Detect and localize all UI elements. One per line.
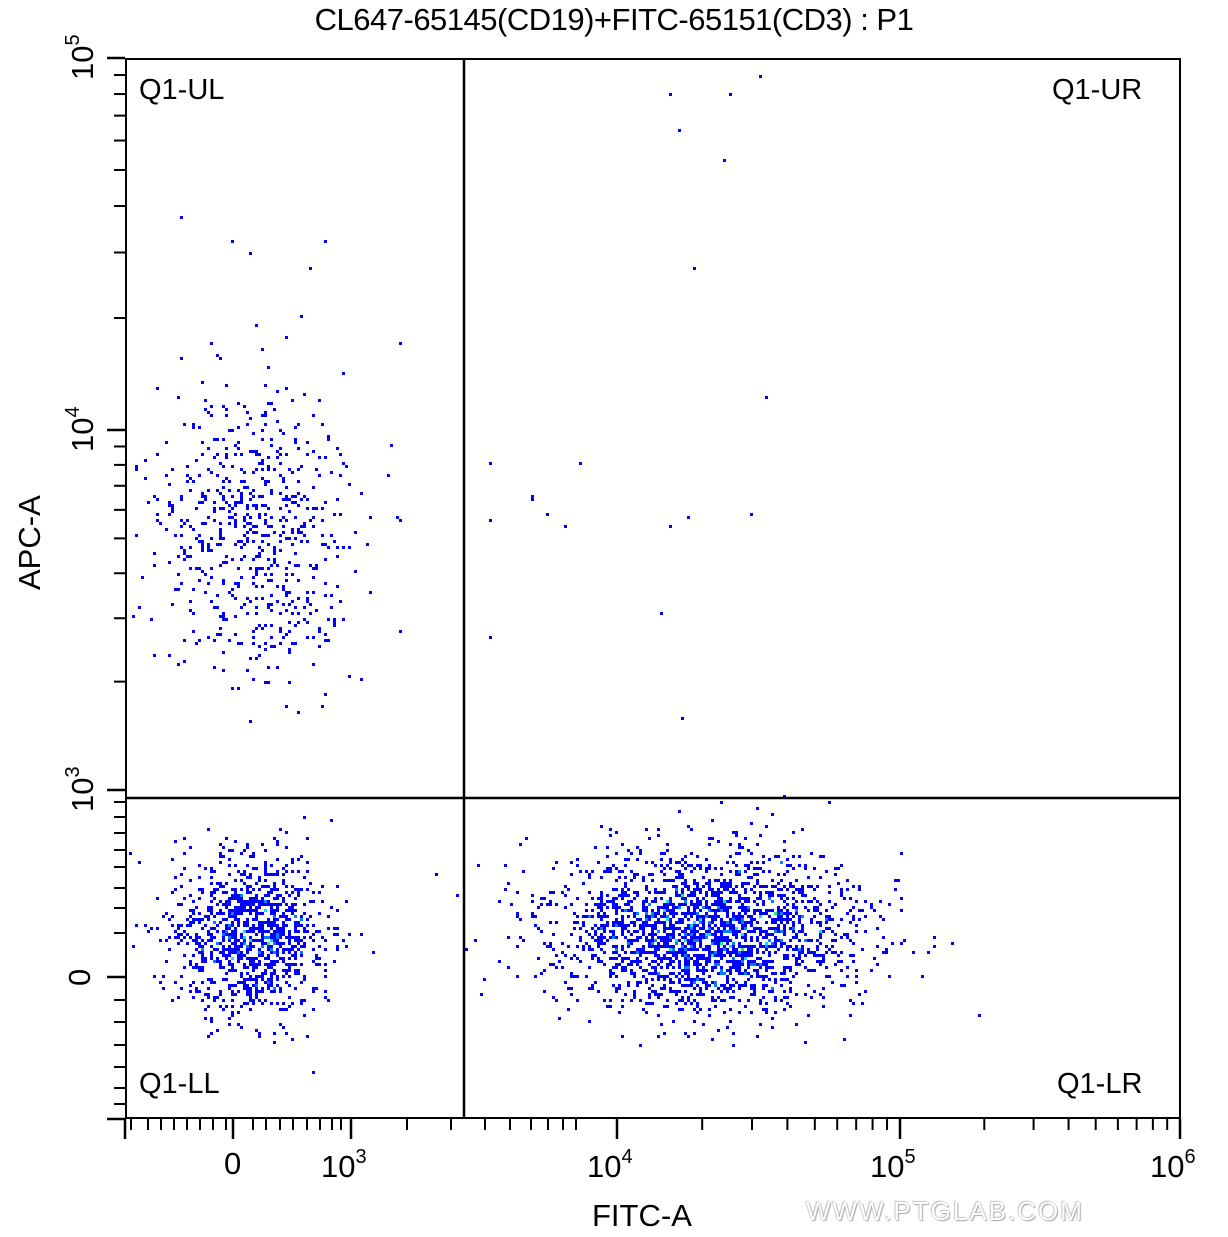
quadrant-label-ll: Q1-LL	[139, 1068, 220, 1100]
x-axis-label: FITC-A	[592, 1198, 692, 1233]
scatter-points	[129, 75, 981, 1074]
x-tick-label: 104	[587, 1146, 633, 1184]
x-tick-label: 105	[870, 1146, 916, 1184]
quadrant-label-ur: Q1-UR	[1052, 74, 1143, 106]
x-tick-label: 106	[1150, 1146, 1196, 1184]
quadrant-label-lr: Q1-LR	[1057, 1068, 1143, 1100]
x-tick-label: 103	[321, 1146, 367, 1184]
plot-area	[125, 58, 1181, 1119]
x-tick-label: 0	[224, 1146, 242, 1181]
chart-title: CL647-65145(CD19)+FITC-65151(CD3) : P1	[314, 2, 914, 37]
watermark: WWW.PTGLAB.COM	[806, 1196, 1084, 1226]
quadrant-label-ul: Q1-UL	[139, 74, 225, 106]
